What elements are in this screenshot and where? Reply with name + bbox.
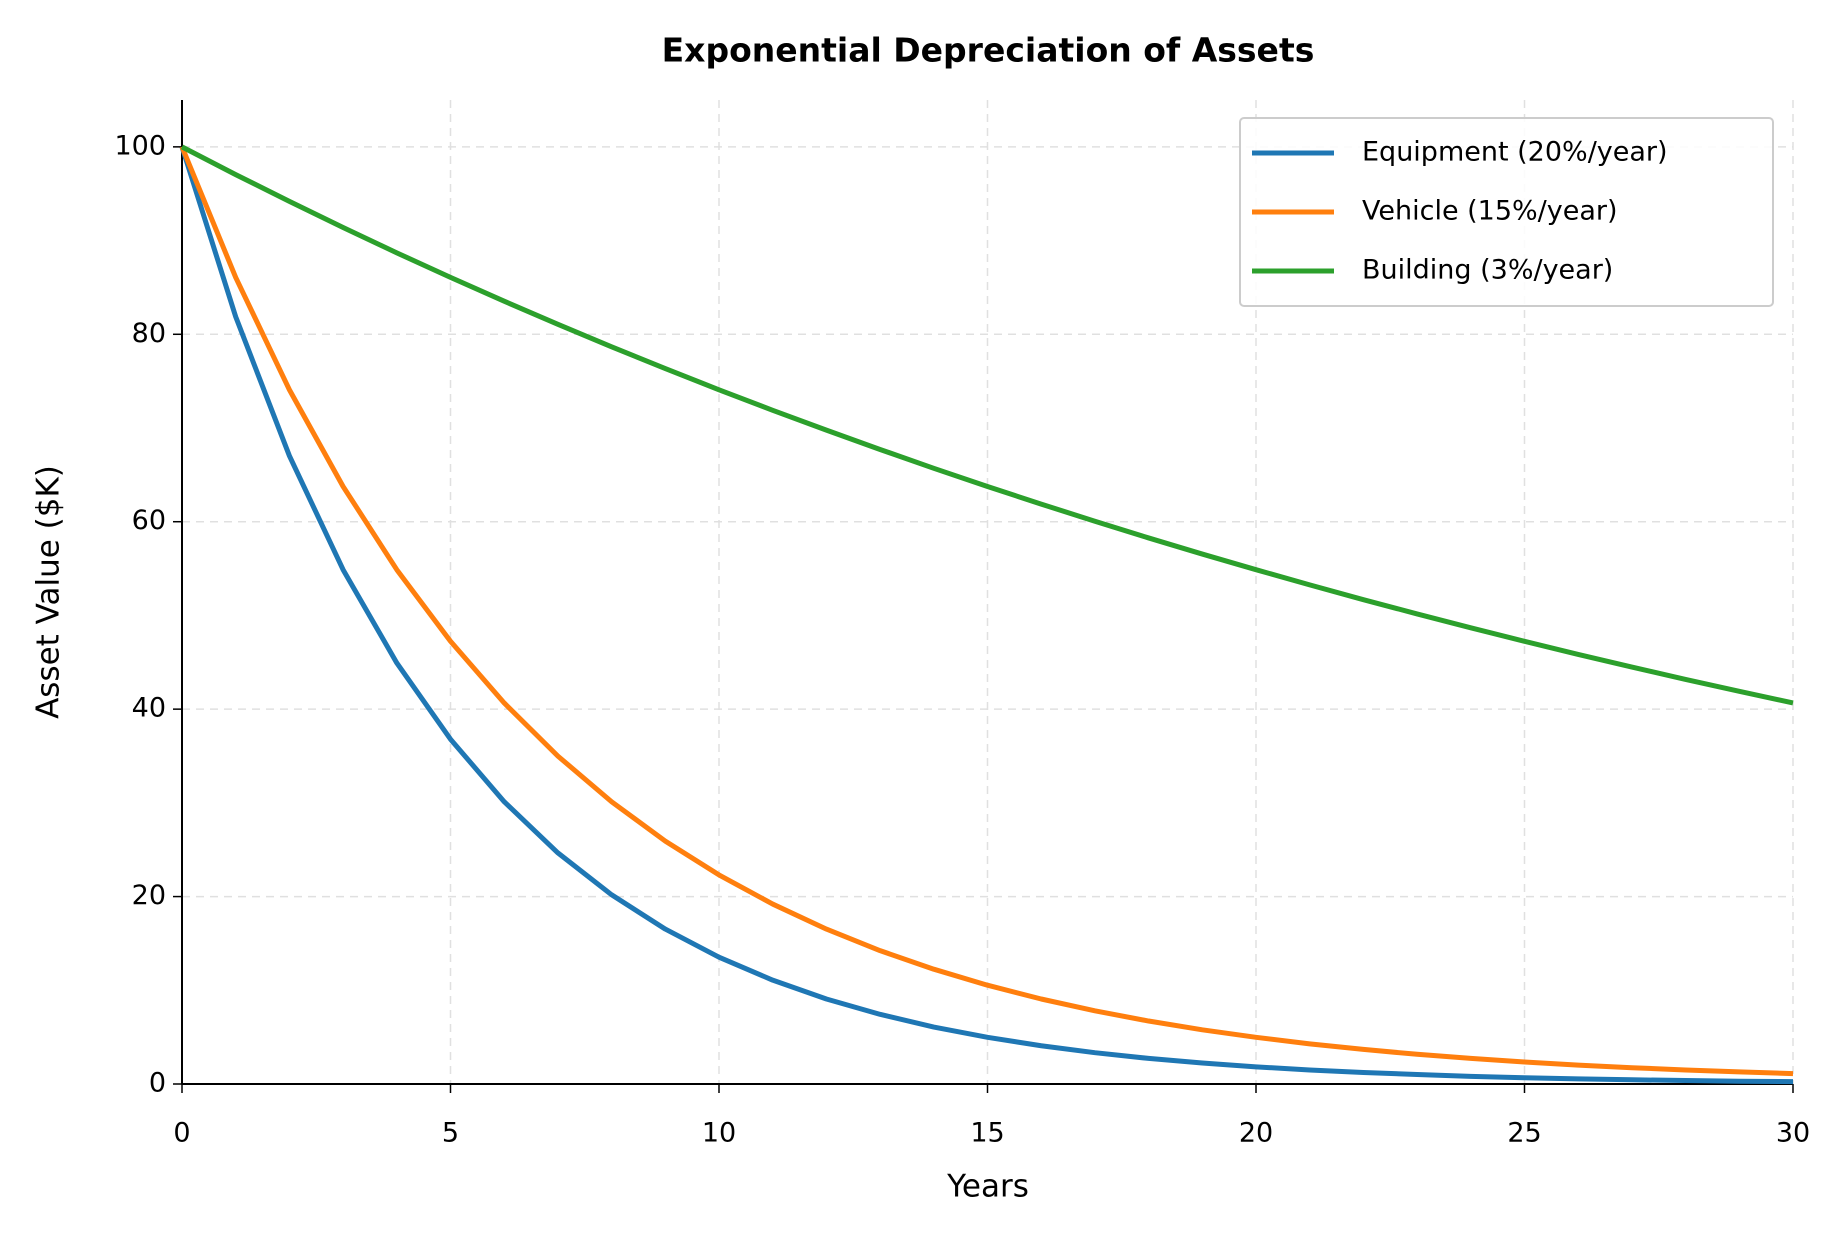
legend-box bbox=[1239, 117, 1774, 307]
y-tick-label: 80 bbox=[132, 318, 166, 349]
x-axis-label: Years bbox=[946, 1169, 1029, 1205]
legend-label: Vehicle (15%/year) bbox=[1362, 196, 1618, 227]
line-series bbox=[179, 145, 1794, 1077]
y-tick-label: 100 bbox=[114, 130, 166, 161]
x-tick-label: 30 bbox=[1776, 1118, 1810, 1149]
line-series bbox=[179, 146, 1794, 1085]
y-axis-label: Asset Value ($K) bbox=[31, 465, 67, 719]
line-series bbox=[180, 144, 1794, 706]
legend-label: Equipment (20%/year) bbox=[1362, 137, 1668, 168]
y-tick-label: 20 bbox=[132, 880, 166, 911]
x-tick-label: 25 bbox=[1507, 1118, 1541, 1149]
x-tick-label: 5 bbox=[442, 1118, 459, 1149]
chart-title: Exponential Depreciation of Assets bbox=[662, 31, 1315, 70]
legend: Equipment (20%/year) Vehicle (15%/year) Bu… bbox=[1239, 117, 1774, 307]
x-tick-label: 20 bbox=[1239, 1118, 1273, 1149]
x-tick-label: 0 bbox=[173, 1118, 190, 1149]
x-tick-label: 15 bbox=[970, 1118, 1004, 1149]
y-tick-label: 0 bbox=[149, 1068, 166, 1099]
y-tick-label: 40 bbox=[132, 693, 166, 724]
y-tick-label: 60 bbox=[132, 505, 166, 536]
legend-label: Building (3%/year) bbox=[1362, 255, 1613, 286]
x-tick-label: 10 bbox=[702, 1118, 736, 1149]
